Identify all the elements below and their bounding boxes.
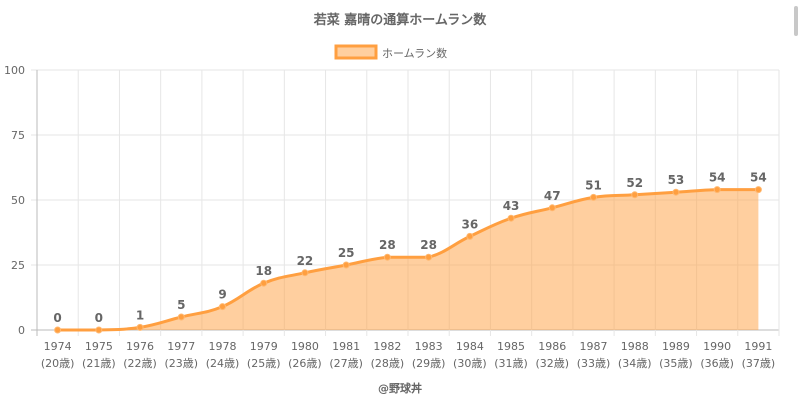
x-age-label: (31歳) bbox=[494, 357, 528, 370]
data-label: 9 bbox=[218, 288, 226, 302]
data-label: 1 bbox=[136, 308, 144, 322]
data-point bbox=[713, 186, 721, 194]
data-label: 0 bbox=[53, 311, 61, 325]
data-label: 18 bbox=[255, 264, 272, 278]
data-point bbox=[507, 214, 515, 222]
data-point bbox=[590, 193, 597, 201]
x-tick-label: 1977 bbox=[167, 340, 195, 353]
x-age-label: (28歳) bbox=[371, 357, 405, 370]
x-age-label: (20歳) bbox=[41, 357, 75, 370]
data-label: 43 bbox=[503, 199, 520, 213]
legend-label: ホームラン数 bbox=[382, 47, 447, 60]
data-point bbox=[301, 269, 309, 277]
x-age-label: (21歳) bbox=[82, 357, 116, 370]
data-point bbox=[754, 186, 762, 194]
data-point bbox=[425, 253, 433, 261]
x-age-label: (33歳) bbox=[577, 357, 611, 370]
y-axis: 0 25 50 75 100 bbox=[4, 64, 25, 337]
data-points bbox=[54, 186, 762, 334]
series-area bbox=[57, 188, 759, 332]
data-point bbox=[342, 261, 350, 269]
data-label: 51 bbox=[585, 178, 602, 192]
y-tick-label: 50 bbox=[11, 194, 25, 207]
area-fill bbox=[57, 189, 759, 330]
x-tick-label: 1983 bbox=[415, 340, 443, 353]
data-point bbox=[260, 279, 268, 287]
x-tick-label: 1978 bbox=[209, 340, 237, 353]
x-tick-label: 1984 bbox=[456, 340, 484, 353]
x-age-label: (23歳) bbox=[164, 357, 198, 370]
data-labels: 0 0 1 5 9 18 22 25 28 28 36 43 47 51 52 53 54 54 bbox=[53, 171, 766, 325]
x-tick-label: 1974 bbox=[44, 340, 72, 353]
x-age-label: (24歳) bbox=[206, 357, 240, 370]
x-axis: 1974 (20歳) 1975 (21歳) 1976 (22歳) 1977 (23歳) 1978… bbox=[41, 340, 775, 370]
data-label: 28 bbox=[420, 238, 437, 252]
x-tick-label: 1980 bbox=[291, 340, 319, 353]
x-tick-label: 1990 bbox=[703, 340, 731, 353]
x-tick-label: 1985 bbox=[497, 340, 525, 353]
data-point bbox=[672, 188, 680, 196]
x-age-label: (29歳) bbox=[412, 357, 446, 370]
watermark: @野球丼 bbox=[378, 381, 422, 395]
x-tick-label: 1989 bbox=[662, 340, 690, 353]
x-tick-label: 1981 bbox=[332, 340, 360, 353]
x-age-label: (37歳) bbox=[742, 357, 776, 370]
data-label: 54 bbox=[709, 171, 726, 185]
y-tick-label: 25 bbox=[11, 259, 25, 272]
x-age-label: (35歳) bbox=[659, 357, 693, 370]
x-age-label: (25歳) bbox=[247, 357, 281, 370]
y-tick-label: 0 bbox=[18, 324, 25, 337]
x-age-label: (32歳) bbox=[535, 357, 569, 370]
x-age-label: (22歳) bbox=[123, 357, 157, 370]
x-age-label: (30歳) bbox=[453, 357, 487, 370]
legend-swatch bbox=[334, 44, 378, 60]
chart-title: 若菜 嘉晴の通算ホームラン数 bbox=[313, 12, 487, 28]
scrollbar[interactable] bbox=[794, 6, 798, 36]
legend[interactable]: ホームラン数 bbox=[334, 44, 447, 60]
data-label: 0 bbox=[95, 311, 103, 325]
data-label: 36 bbox=[461, 217, 478, 231]
data-label: 53 bbox=[668, 173, 685, 187]
data-point bbox=[54, 326, 62, 334]
data-label: 5 bbox=[177, 298, 185, 312]
data-point bbox=[383, 253, 391, 261]
x-tick-label: 1979 bbox=[250, 340, 278, 353]
y-tick-label: 100 bbox=[4, 64, 25, 77]
data-label: 47 bbox=[544, 189, 561, 203]
data-point bbox=[136, 323, 144, 331]
x-age-label: (34歳) bbox=[618, 357, 652, 370]
x-tick-label: 1975 bbox=[85, 340, 113, 353]
x-age-label: (27歳) bbox=[329, 357, 363, 370]
data-label: 52 bbox=[626, 176, 643, 190]
x-tick-label: 1982 bbox=[373, 340, 401, 353]
x-tick-label: 1976 bbox=[126, 340, 154, 353]
y-tick-label: 75 bbox=[11, 129, 25, 142]
data-label: 54 bbox=[750, 171, 767, 185]
x-age-label: (36歳) bbox=[700, 357, 734, 370]
x-tick-label: 1986 bbox=[538, 340, 566, 353]
data-point bbox=[177, 313, 185, 321]
data-point bbox=[219, 303, 226, 311]
data-point bbox=[466, 232, 474, 240]
x-age-label: (26歳) bbox=[288, 357, 322, 370]
series-line bbox=[57, 188, 759, 332]
data-point bbox=[631, 191, 639, 199]
x-tick-label: 1988 bbox=[621, 340, 649, 353]
x-tick-label: 1987 bbox=[580, 340, 608, 353]
data-point bbox=[548, 204, 556, 212]
data-label: 22 bbox=[297, 254, 314, 268]
data-point bbox=[95, 326, 103, 334]
data-label: 25 bbox=[338, 246, 355, 260]
data-label: 28 bbox=[379, 238, 396, 252]
x-tick-label: 1991 bbox=[744, 340, 772, 353]
